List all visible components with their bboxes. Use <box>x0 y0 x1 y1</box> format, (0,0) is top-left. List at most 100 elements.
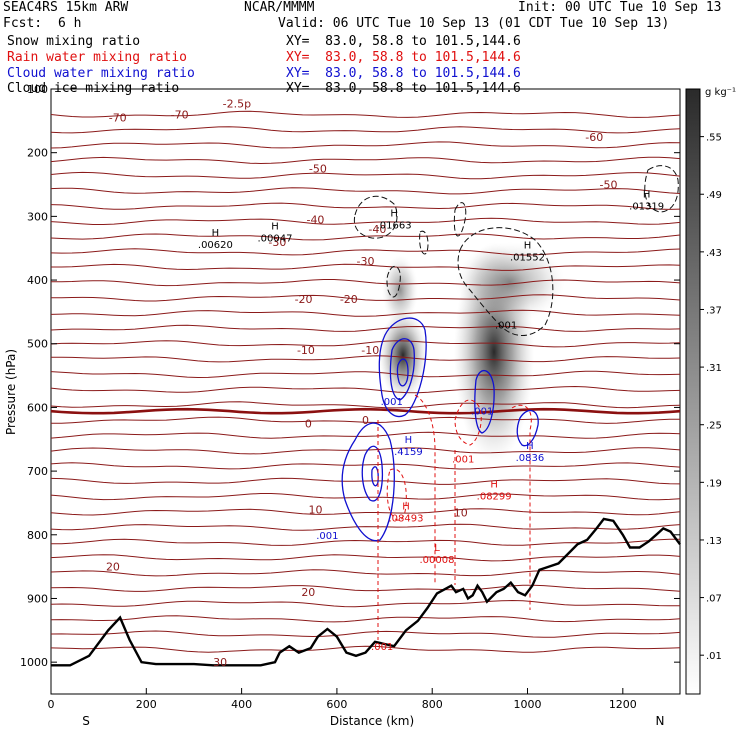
cloud-water-contours <box>341 317 539 542</box>
snow-anvil-east <box>455 242 565 322</box>
extremum-value: .01552 <box>510 253 545 264</box>
x-end-label-north: N <box>656 714 665 728</box>
colorbar: .01 .07 .13 .19 .25 .31 .37 .43 .49 .55 g kg⁻¹ <box>685 87 736 695</box>
y-tick-label: 1000 <box>20 656 48 669</box>
extremum-letter: H <box>643 190 651 201</box>
isotherm-line <box>50 447 681 455</box>
y-tick-label: 700 <box>27 465 48 478</box>
org-label: NCAR/MMMM <box>244 0 315 15</box>
contour-label: .001 <box>495 321 517 332</box>
isotherm-line <box>50 538 680 546</box>
extremum-value: .08299 <box>477 491 512 502</box>
field-name-snow: Snow mixing ratio <box>7 34 141 49</box>
isotherm-line <box>50 324 681 332</box>
plot-frame <box>50 88 681 695</box>
x-end-label-south: S <box>82 714 90 728</box>
x-axis-title: Distance (km) <box>330 714 414 728</box>
contour-label: .001 <box>381 397 403 408</box>
isotherm-line <box>50 217 681 225</box>
isotherm-label: -2.5p <box>223 98 251 111</box>
colorbar-ramp <box>685 88 701 695</box>
colorbar-tick-label: .25 <box>706 421 722 432</box>
extremum-value: .01663 <box>377 221 412 232</box>
forecast-hour: 6 h <box>58 16 82 31</box>
isotherm-line <box>50 554 681 562</box>
isotherm-label: -20 <box>295 293 313 306</box>
isotherm-label: 20 <box>106 561 120 574</box>
extremum-letter: H <box>526 441 534 452</box>
y-tick-label: 900 <box>27 592 48 605</box>
field-xy-snow: XY= 83.0, 58.8 to 101.5,144.6 <box>286 34 521 49</box>
isotherm-label: -50 <box>600 179 618 192</box>
isotherm-label: 10 <box>308 503 322 516</box>
isotherm-label: -20 <box>340 293 358 306</box>
isotherm-line <box>51 416 680 424</box>
field-xy-cloud-water: XY= 83.0, 58.8 to 101.5,144.6 <box>286 66 521 81</box>
colorbar-tick-label: .55 <box>706 133 722 144</box>
extremum-letter: H <box>402 502 410 513</box>
colorbar-tick-label: .37 <box>706 305 722 316</box>
isotherm-label: -10 <box>297 344 315 357</box>
isotherm-label: 10 <box>454 507 468 520</box>
valid-time: Valid: 06 UTC Tue 10 Sep 13 (01 CDT Tue … <box>278 16 670 31</box>
colorbar-tick-label: .19 <box>706 478 722 489</box>
isotherm-label: -30 <box>357 255 375 268</box>
isotherm-line <box>50 385 681 394</box>
y-tick-label: 200 <box>27 147 48 160</box>
y-tick-label: 300 <box>27 210 48 223</box>
x-tick-label: 1000 <box>514 698 542 711</box>
init-time: Init: 00 UTC Tue 10 Sep 13 <box>518 0 722 15</box>
x-tick-label: 600 <box>326 698 347 711</box>
isotherm-line <box>50 156 681 165</box>
isotherm-line <box>51 263 681 271</box>
isotherm-label: -40 <box>306 214 324 227</box>
y-tick-label: 100 <box>27 83 48 96</box>
colorbar-unit: g kg⁻¹ <box>705 87 736 98</box>
colorbar-tick-label: .07 <box>706 594 722 605</box>
y-tick-label: 500 <box>27 338 48 351</box>
colorbar-tick-label: .31 <box>706 363 722 374</box>
isotherm-line <box>50 126 681 134</box>
isotherm-line <box>50 401 681 409</box>
extremum-letter: H <box>212 228 220 239</box>
field-xy-rain: XY= 83.0, 58.8 to 101.5,144.6 <box>286 50 521 65</box>
colorbar-tick-label: .01 <box>706 651 722 662</box>
isotherm-line <box>50 493 681 501</box>
isotherm-label: -30 <box>268 236 286 249</box>
isotherm-line <box>50 370 681 379</box>
isotherm-line <box>50 569 681 577</box>
extremum-letter: H <box>390 209 398 220</box>
axis-titles: Distance (km) Pressure (hPa) S N <box>4 349 664 728</box>
contour-label: .001 <box>371 642 393 653</box>
extremum-letter: H <box>490 479 498 490</box>
isotherm-line <box>50 431 681 439</box>
temperature-contours <box>50 110 681 653</box>
isotherm-label: -10 <box>361 344 379 357</box>
isotherm-line <box>50 599 681 608</box>
extremum-letter: H <box>271 221 279 232</box>
field-name-rain: Rain water mixing ratio <box>7 50 188 65</box>
isotherm-line <box>50 523 681 531</box>
isotherm-label: -70 <box>109 112 127 125</box>
contour-label: .001 <box>316 531 338 542</box>
snow-upper-west <box>382 255 418 325</box>
isotherm-line <box>50 110 681 118</box>
y-tick-label: 400 <box>27 274 48 287</box>
extremum-value: .00047 <box>257 233 292 244</box>
isotherm-line <box>50 171 681 180</box>
x-tick-label: 200 <box>136 698 157 711</box>
isotherm-line <box>50 202 681 210</box>
isotherm-line <box>50 462 681 470</box>
colorbar-tick-label: .13 <box>706 536 722 547</box>
isotherm-label: -40 <box>368 223 386 236</box>
isotherm-line <box>50 508 681 516</box>
extremum-letter: H <box>405 435 413 446</box>
isotherm-label: 0 <box>305 417 312 430</box>
contour-label: .001 <box>471 407 493 418</box>
extremum-value: .00008 <box>419 555 454 566</box>
field-name-cloud-water: Cloud water mixing ratio <box>7 66 195 81</box>
isotherm-line <box>50 309 681 317</box>
cloud-ice-contours <box>353 165 679 336</box>
isotherm-label: -50 <box>309 163 327 176</box>
